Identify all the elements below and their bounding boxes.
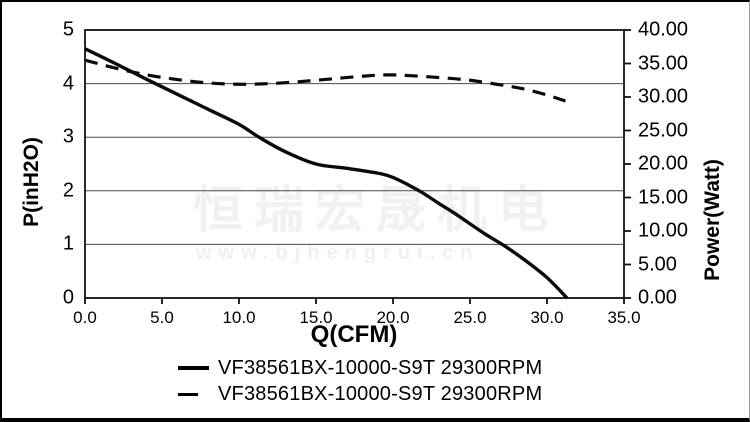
- right-tick-label: 15.00: [638, 186, 689, 208]
- legend: VF38561BX-10000-S9T 29300RPM VF38561BX-10…: [178, 355, 542, 407]
- left-tick-label: 3: [62, 125, 74, 148]
- right-tick-label: 10.00: [638, 219, 689, 242]
- x-tick-label: 0.0: [73, 308, 97, 327]
- watermark-url-text: www.bjhengrui.cn: [196, 242, 480, 264]
- legend-item: VF38561BX-10000-S9T 29300RPM: [178, 355, 542, 381]
- x-tick-label: 30.0: [530, 308, 564, 327]
- left-tick-label: 5: [62, 18, 74, 41]
- right-tick-label: 5.00: [638, 253, 677, 275]
- x-tick-label: 25.0: [453, 308, 487, 327]
- right-tick-label: 30.00: [638, 85, 689, 108]
- right-tick-label: 40.00: [638, 18, 689, 41]
- plot-frame: [84, 29, 625, 299]
- power-curve-dashed: [84, 58, 566, 103]
- left-tick-label: 1: [62, 232, 74, 255]
- right-axis-title: Power(Watt): [701, 159, 724, 281]
- x-tick-label: 35.0: [607, 308, 641, 327]
- x-tick-label: 20.0: [376, 308, 410, 327]
- legend-series-label: VF38561BX-10000-S9T 29300RPM: [218, 382, 543, 405]
- legend-marker-dashed-line: [178, 392, 198, 396]
- right-tick-label: 0.00: [638, 286, 677, 309]
- x-axis-title: Q(CFM): [310, 321, 398, 348]
- x-tick-label: 5.0: [150, 308, 174, 327]
- legend-series-label: VF38561BX-10000-S9T 29300RPM: [218, 356, 543, 379]
- pressure-curve-solid: [84, 47, 569, 300]
- right-tick-label: 25.00: [638, 119, 689, 141]
- left-tick-label: 2: [62, 179, 74, 202]
- right-tick-label: 35.00: [638, 52, 689, 74]
- right-tick-label: 20.00: [638, 152, 689, 175]
- x-tick-label: 15.0: [299, 308, 333, 327]
- left-tick-label: 0: [62, 286, 74, 309]
- left-tick-label: 4: [62, 72, 74, 95]
- x-tick-label: 10.0: [222, 308, 256, 327]
- legend-item: VF38561BX-10000-S9T 29300RPM: [178, 381, 542, 407]
- legend-marker-solid-line: [178, 366, 209, 370]
